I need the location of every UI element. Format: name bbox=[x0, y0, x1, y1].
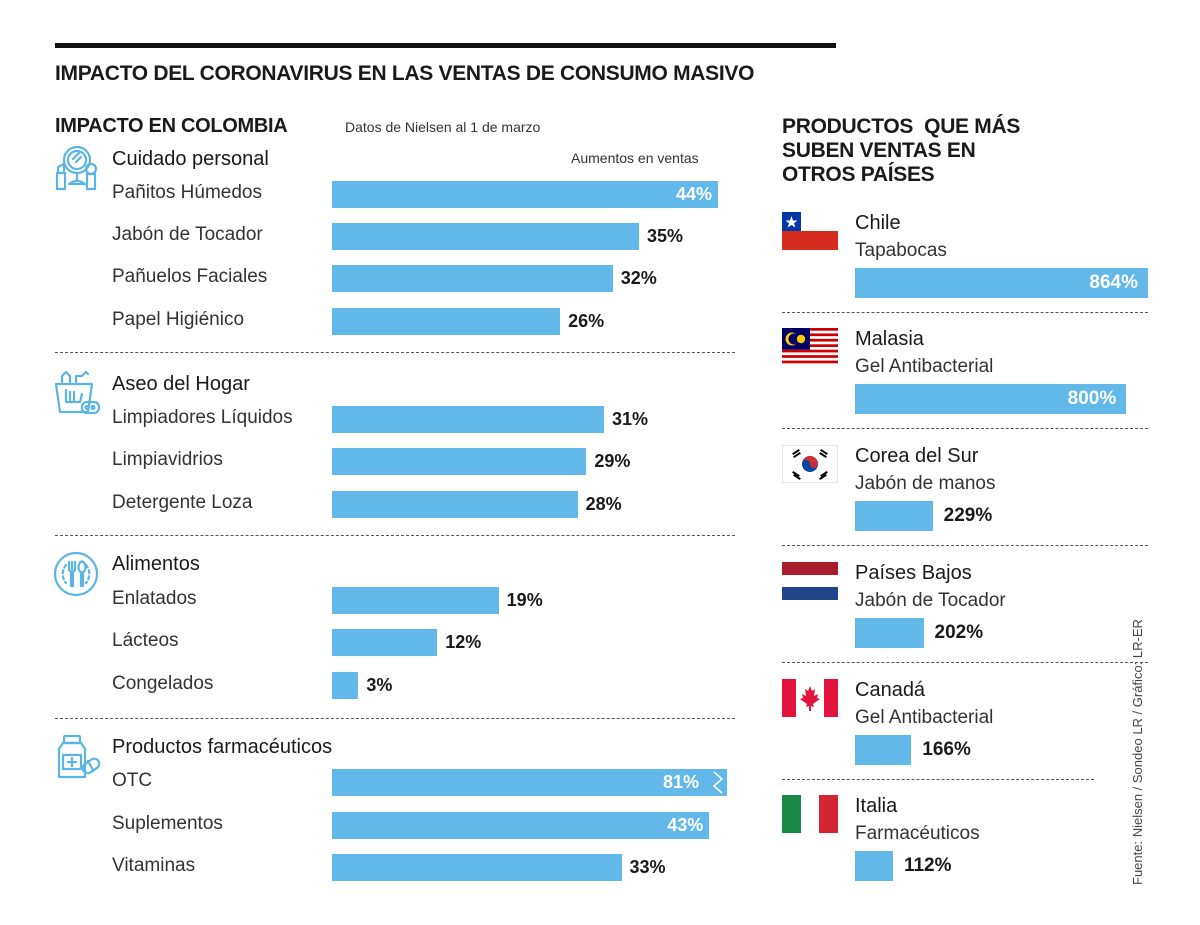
bar-value-label: 166% bbox=[922, 739, 971, 760]
product-name: Gel Antibacterial bbox=[855, 707, 994, 728]
bar-value-label: 12% bbox=[445, 632, 482, 652]
country-name: Malasia bbox=[855, 328, 924, 350]
bar-label: Congelados bbox=[112, 673, 214, 694]
netherlands-flag-icon bbox=[782, 562, 838, 600]
top-rule bbox=[55, 43, 836, 48]
product-name: Gel Antibacterial bbox=[855, 356, 994, 377]
bar-label: Lácteos bbox=[112, 630, 179, 651]
bar bbox=[332, 629, 438, 656]
personal-care-icon bbox=[55, 145, 98, 191]
section-divider bbox=[55, 352, 735, 353]
bar-value-label: 44% bbox=[675, 184, 712, 204]
bar-value-label: 202% bbox=[934, 622, 984, 643]
malaysia-flag-icon bbox=[782, 328, 838, 366]
bar bbox=[332, 672, 359, 699]
bar bbox=[855, 268, 1148, 298]
bar-label: OTC bbox=[112, 770, 153, 791]
bar bbox=[855, 851, 893, 881]
bar-label: Detergente Loza bbox=[112, 492, 253, 513]
bar bbox=[332, 181, 718, 208]
bar bbox=[332, 769, 727, 796]
bar-value-label: 33% bbox=[629, 857, 666, 877]
colombia-section-subtitle: Datos de Nielsen al 1 de marzo bbox=[345, 119, 541, 135]
bar-value-label: 31% bbox=[611, 409, 648, 429]
section-divider bbox=[782, 312, 1148, 313]
category-title: Cuidado personal bbox=[112, 148, 269, 170]
bar-value-label: 28% bbox=[585, 494, 622, 514]
bar-value-label: 29% bbox=[594, 451, 631, 471]
bar bbox=[332, 265, 613, 292]
category-title: Alimentos bbox=[112, 553, 200, 575]
south-korea-flag-icon bbox=[782, 445, 838, 483]
bar bbox=[855, 384, 1127, 414]
chile-flag-icon bbox=[782, 212, 838, 250]
canada-flag-icon bbox=[782, 679, 838, 717]
bar-value-label: 43% bbox=[667, 815, 704, 835]
other-countries-title-line-3: OTROS PAÍSES bbox=[782, 163, 935, 186]
product-name: Farmacéuticos bbox=[855, 823, 980, 844]
country-name: Corea del Sur bbox=[855, 445, 979, 467]
product-name: Tapabocas bbox=[855, 240, 947, 261]
source-credit: Fuente: Nielsen / Sondeo LR / Gráfico: L… bbox=[1130, 619, 1145, 885]
bar-value-label: 26% bbox=[568, 311, 605, 331]
bar-value-label: 864% bbox=[1089, 272, 1138, 293]
bar bbox=[332, 308, 561, 335]
bar-value-label: 19% bbox=[506, 590, 543, 610]
product-name: Jabón de manos bbox=[855, 473, 996, 494]
bar bbox=[332, 587, 499, 614]
bar bbox=[855, 618, 924, 648]
other-countries-title-line-1: PRODUCTOS QUE MÁS bbox=[782, 115, 1021, 138]
bar-value-label: 32% bbox=[620, 268, 657, 288]
other-countries-title: PRODUCTOS QUE MÁS SUBEN VENTAS EN OTROS … bbox=[782, 115, 1020, 187]
italy-flag-icon bbox=[782, 795, 838, 833]
section-divider bbox=[782, 428, 1148, 429]
category-title: Productos farmacéuticos bbox=[112, 736, 333, 758]
bar bbox=[332, 448, 587, 475]
bar-label: Vitaminas bbox=[112, 855, 196, 876]
category-title: Aseo del Hogar bbox=[112, 373, 250, 395]
bar bbox=[332, 812, 710, 839]
section-divider bbox=[782, 545, 1148, 546]
medicine-bottle-icon bbox=[57, 734, 101, 779]
bar-value-label: 3% bbox=[366, 675, 393, 695]
country-name: Italia bbox=[855, 795, 898, 817]
bar-label: Pañitos Húmedos bbox=[112, 182, 262, 203]
bar-value-label: 35% bbox=[647, 226, 684, 246]
main-title: IMPACTO DEL CORONAVIRUS EN LAS VENTAS DE… bbox=[55, 62, 755, 85]
section-divider bbox=[782, 662, 1148, 663]
bar bbox=[855, 501, 933, 531]
other-countries-title-line-2: SUBEN VENTAS EN bbox=[782, 139, 976, 162]
section-divider bbox=[782, 779, 1094, 780]
bar-label: Pañuelos Faciales bbox=[112, 266, 268, 287]
axis-note: Aumentos en ventas bbox=[571, 150, 699, 166]
country-name: Países Bajos bbox=[855, 562, 972, 584]
country-name: Chile bbox=[855, 212, 901, 234]
country-name: Canadá bbox=[855, 679, 926, 701]
bar bbox=[855, 735, 912, 765]
bar-value-label: 81% bbox=[662, 772, 699, 792]
bar-label: Jabón de Tocador bbox=[112, 224, 263, 245]
cleaning-bucket-icon bbox=[54, 370, 101, 415]
colombia-section-title: IMPACTO EN COLOMBIA bbox=[55, 115, 288, 137]
bar-value-label: 800% bbox=[1067, 388, 1117, 409]
bar-label: Enlatados bbox=[112, 588, 197, 609]
food-plate-icon bbox=[53, 551, 99, 597]
bar bbox=[332, 406, 604, 433]
bar bbox=[332, 223, 640, 250]
bar-label: Limpiadores Líquidos bbox=[112, 407, 293, 428]
bar-label: Suplementos bbox=[112, 813, 223, 834]
bar-label: Papel Higiénico bbox=[112, 309, 245, 330]
bar-label: Limpiavidrios bbox=[112, 449, 223, 470]
bar-value-label: 229% bbox=[943, 505, 993, 526]
bar-value-label: 112% bbox=[903, 855, 952, 876]
product-name: Jabón de Tocador bbox=[855, 590, 1006, 611]
section-divider bbox=[55, 535, 735, 536]
axis-break-icon bbox=[712, 771, 724, 794]
bar bbox=[332, 491, 578, 518]
bar bbox=[332, 854, 622, 881]
section-divider bbox=[55, 718, 735, 719]
